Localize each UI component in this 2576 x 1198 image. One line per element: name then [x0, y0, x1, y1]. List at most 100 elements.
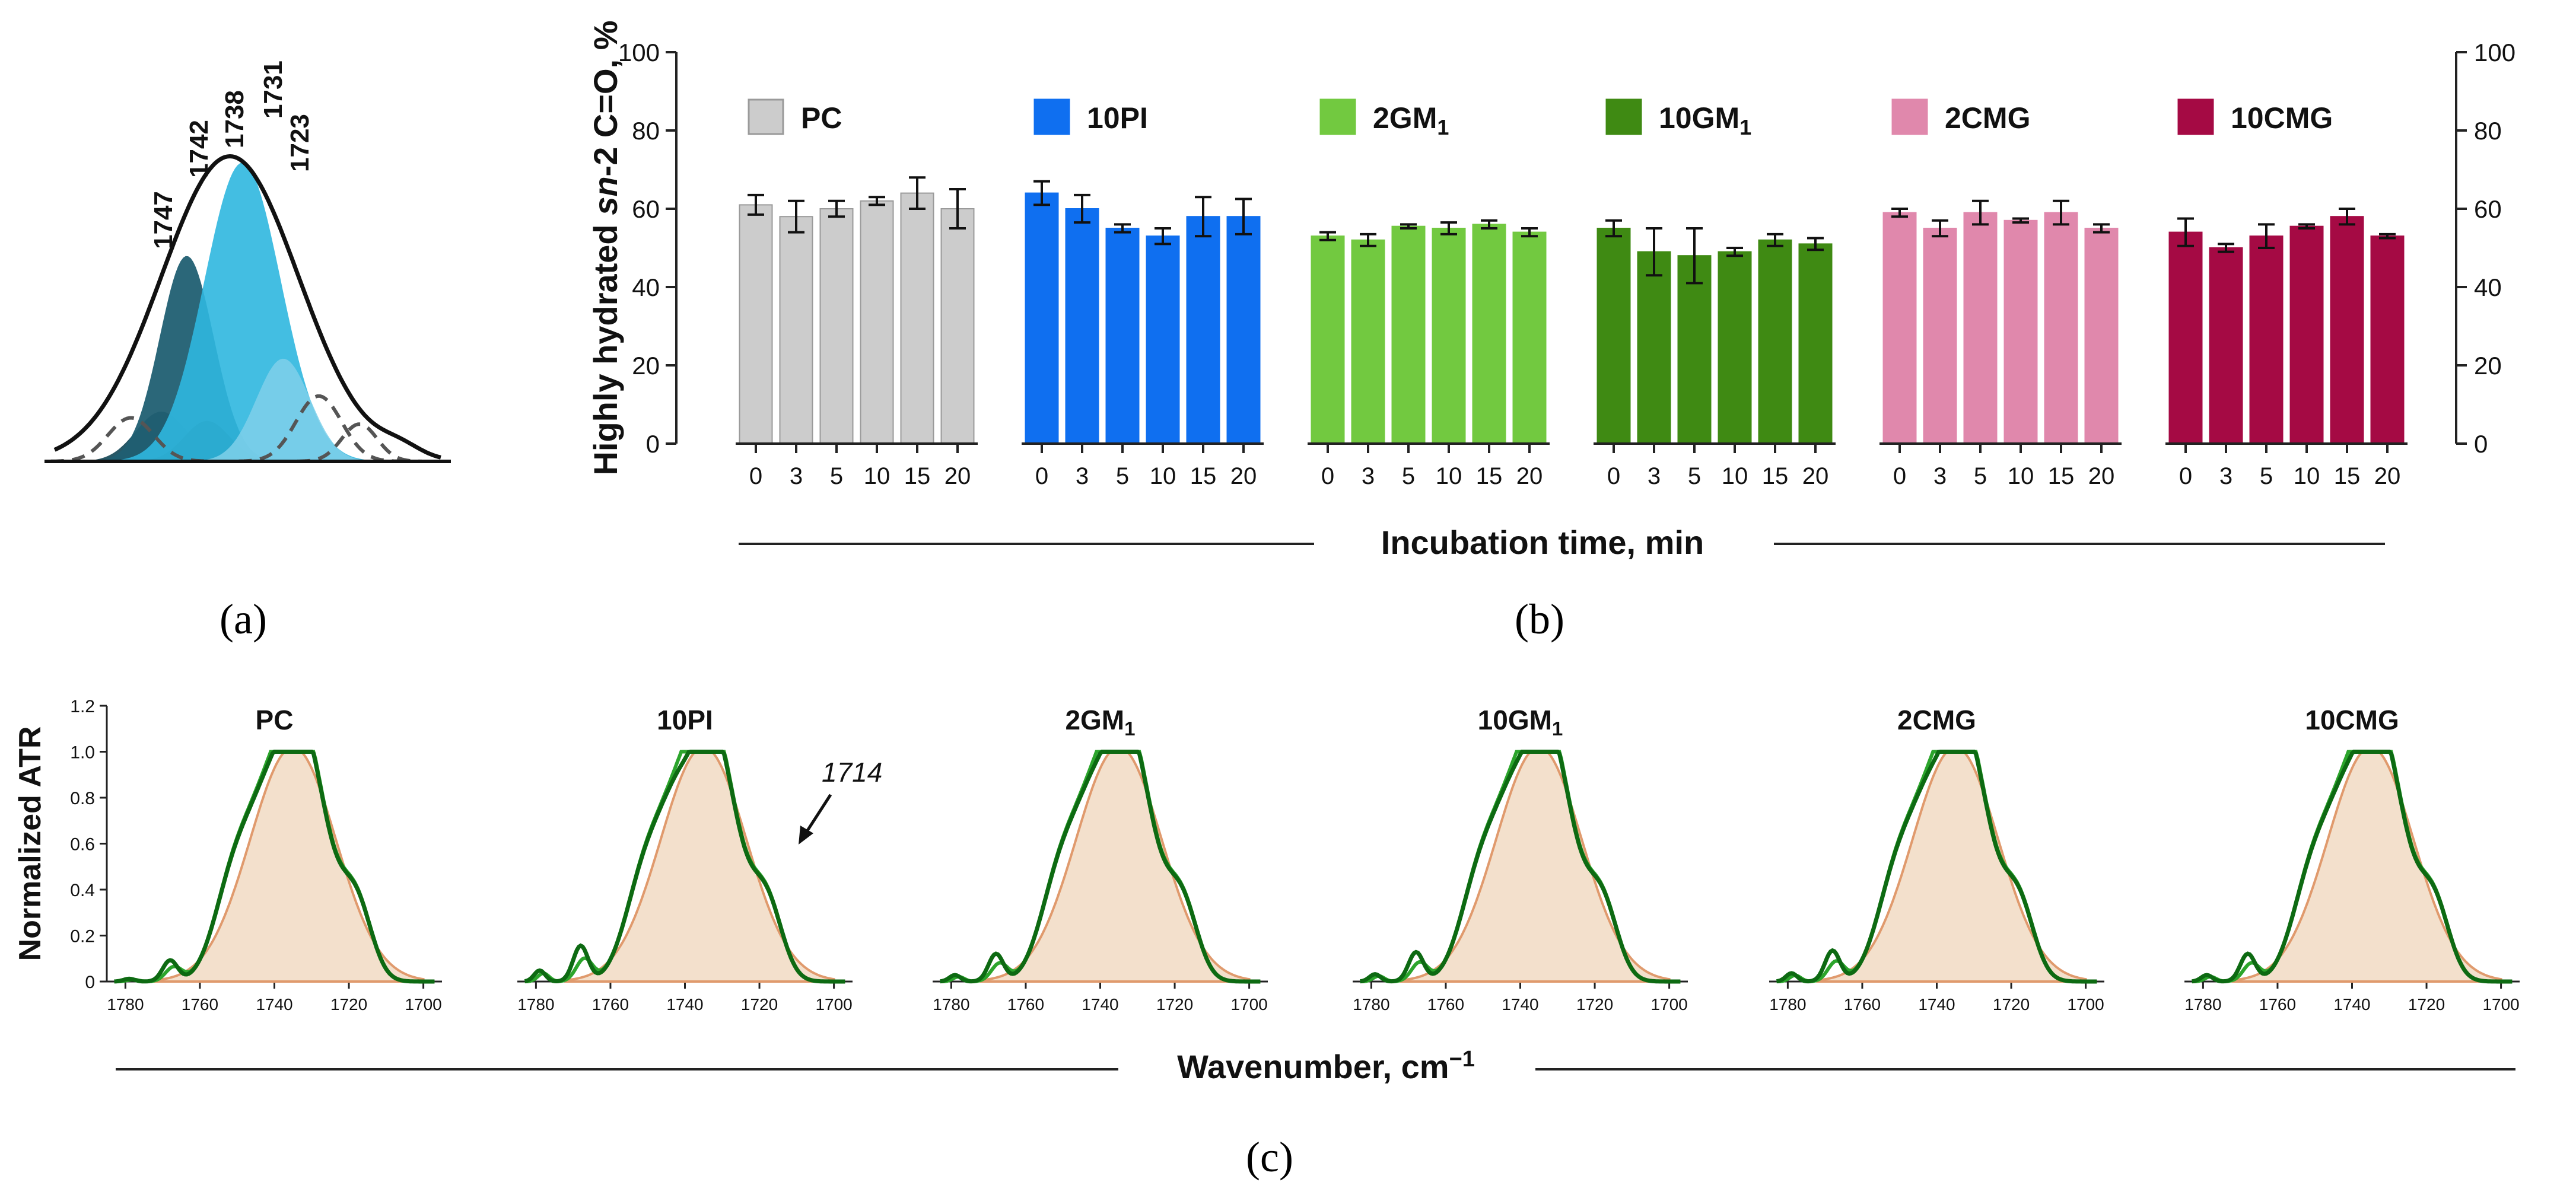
xtick-label: 15 — [1762, 463, 1789, 489]
c-xtick-label: 1760 — [1844, 995, 1881, 1014]
envelope-curve — [53, 154, 441, 460]
dashed-band-2 — [297, 422, 422, 463]
c-xtick-label: 1740 — [1082, 995, 1118, 1014]
bar — [2249, 235, 2284, 444]
bar — [2209, 247, 2243, 444]
peak-1723 — [175, 358, 389, 461]
ytick-label-left: 20 — [632, 352, 660, 380]
bar — [1758, 239, 1792, 444]
c-xtick-label: 1700 — [2067, 995, 2104, 1014]
bar — [900, 192, 934, 444]
reference-fill — [2231, 750, 2502, 983]
c-xtick-label: 1760 — [2259, 995, 2296, 1014]
bar — [2370, 235, 2405, 444]
subplot-title-main: 2CMG — [1897, 705, 1976, 735]
legend-label-sub: 1 — [1437, 115, 1449, 139]
bar — [1226, 216, 1261, 444]
ytick-label-right: 60 — [2474, 195, 2502, 223]
c-ytick-label: 0.6 — [70, 835, 95, 855]
dashed-band-1 — [238, 394, 399, 463]
bar-group-10PI: 0 3 5 10 15 20 10PI — [1022, 98, 1264, 489]
c-xtick-label: 1780 — [517, 995, 554, 1014]
xtick-label: 15 — [904, 463, 931, 489]
c-xtick-label: 1780 — [1353, 995, 1389, 1014]
subplot-title-main: 2GM — [1065, 705, 1124, 735]
c-xtick-label: 1780 — [1769, 995, 1806, 1014]
xtick-label: 20 — [2088, 463, 2115, 489]
bar — [1105, 228, 1140, 444]
subplot-title: 10GM1 — [1478, 705, 1563, 740]
bar — [2289, 225, 2324, 444]
c-xtick-label: 1700 — [405, 995, 441, 1014]
spectrum-dark — [114, 750, 435, 984]
subplot-2: 1780 1760 1740 1720 1700 2GM1 — [933, 705, 1268, 1014]
annotation-arrow-line — [804, 794, 832, 834]
bar — [819, 208, 854, 444]
annotation-arrow-head — [799, 826, 813, 845]
xtick-label: 20 — [1516, 463, 1543, 489]
bar — [1065, 208, 1099, 444]
y-axis-title-pre: Highly hydrated — [587, 215, 624, 476]
c-xtick-label: 1720 — [1576, 995, 1613, 1014]
subplot-title-main: PC — [256, 705, 294, 735]
c-xtick-label: 1780 — [107, 995, 144, 1014]
subplot-title: PC — [256, 705, 294, 735]
subplot-title-main: 10GM — [1478, 705, 1552, 735]
c-xtick-label: 1700 — [815, 995, 852, 1014]
subplot-0: 1780 1760 1740 1720 1700 PC — [107, 705, 442, 1014]
xtick-label: 0 — [2179, 463, 2192, 489]
xtick-label: 0 — [1607, 463, 1620, 489]
c-xtick-label: 1780 — [933, 995, 969, 1014]
bar — [779, 216, 813, 444]
peak-1731 — [90, 163, 395, 461]
bar-group-10CMG: 0 3 5 10 15 20 10CMG — [2165, 98, 2408, 489]
panel-c: 0 0.2 0.4 0.6 0.8 1.0 1.2 Normalized ATR 1780 176… — [13, 697, 2520, 1181]
bar — [1351, 239, 1385, 444]
c-ytick-label: 0.8 — [70, 789, 95, 808]
c-xtick-label: 1740 — [256, 995, 292, 1014]
bar — [1146, 235, 1180, 444]
ytick-label-left: 0 — [646, 430, 660, 458]
bar — [1718, 251, 1752, 444]
legend-label-sub: 1 — [1739, 115, 1751, 139]
spectrum-dark — [1360, 750, 1681, 984]
legend-label-main: 2GM — [1373, 101, 1437, 135]
legend-label: 2GM1 — [1373, 101, 1449, 139]
subplot-5: 1780 1760 1740 1720 1700 10CMG — [2184, 705, 2520, 1014]
legend-swatch — [1891, 98, 1928, 135]
bar — [1923, 228, 1957, 444]
xtick-label: 5 — [1116, 463, 1129, 489]
subplot-1: 1780 1760 1740 1720 1700 10PI — [517, 705, 853, 1014]
bar — [860, 200, 894, 444]
xtick-label: 10 — [2008, 463, 2034, 489]
c-ytick-label: 1.0 — [70, 743, 95, 763]
c-ytick-label: 0.2 — [70, 927, 95, 947]
spectrum-dark — [2192, 750, 2513, 984]
bar — [940, 208, 975, 444]
subplot-title: 2CMG — [1897, 705, 1976, 735]
bar — [1963, 212, 1998, 444]
xtick-label: 20 — [1230, 463, 1257, 489]
legend-label: 10CMG — [2231, 101, 2333, 135]
c-xtick-label: 1740 — [2333, 995, 2370, 1014]
y-axis-title-italic: sn — [587, 176, 624, 215]
subplot-4: 1780 1760 1740 1720 1700 2CMG — [1769, 705, 2104, 1014]
panel-label-b: (b) — [1515, 595, 1564, 643]
xtick-label: 15 — [1476, 463, 1503, 489]
c-ytick-label: 1.2 — [70, 697, 95, 716]
subplot-title-main: 10CMG — [2305, 705, 2399, 735]
spectrum-dark — [524, 750, 845, 984]
bar — [2330, 216, 2364, 444]
ytick-label-right: 20 — [2474, 352, 2502, 380]
ytick-label-right: 100 — [2474, 39, 2515, 66]
xtick-label: 5 — [1688, 463, 1701, 489]
peak-label-1731: 1731 — [259, 60, 288, 119]
y-axis-title-post: -2 C=O, % — [587, 20, 624, 176]
legend-swatch — [1605, 98, 1642, 135]
legend-swatch — [2177, 98, 2214, 135]
legend-swatch — [748, 98, 784, 135]
xtick-label: 3 — [1076, 463, 1089, 489]
c-xtick-label: 1760 — [182, 995, 218, 1014]
